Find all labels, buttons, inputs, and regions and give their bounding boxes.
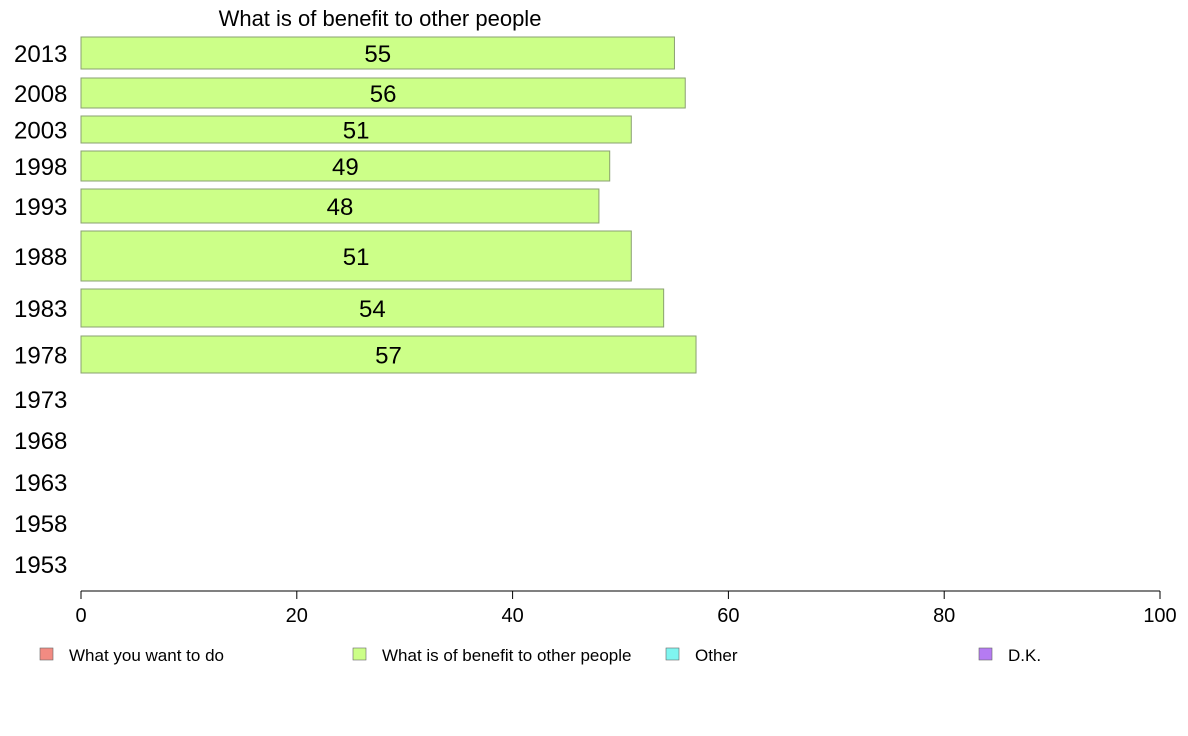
chart-title: What is of benefit to other people [219, 6, 542, 31]
category-label: 1993 [14, 194, 67, 221]
category-label: 1968 [14, 428, 67, 455]
legend-swatch [665, 647, 680, 661]
legend-label: D.K. [1008, 646, 1041, 665]
bar-value-label: 56 [370, 81, 397, 108]
x-tick-label: 40 [501, 605, 523, 627]
bar [80, 36, 675, 70]
x-tick-label: 20 [286, 605, 308, 627]
category-label: 1958 [14, 511, 67, 538]
bar-value-label: 51 [343, 244, 370, 271]
bar [80, 188, 600, 224]
category-label: 2008 [14, 81, 67, 108]
category-label: 2013 [14, 41, 67, 68]
bar [80, 115, 632, 144]
legend-label: What is of benefit to other people [382, 646, 632, 665]
category-label: 1983 [14, 296, 67, 323]
bar [80, 150, 611, 182]
category-label: 1973 [14, 387, 67, 414]
category-label: 1988 [14, 244, 67, 271]
bar [80, 335, 697, 374]
x-tick-label: 100 [1143, 605, 1176, 627]
x-tick-label: 80 [933, 605, 955, 627]
bar-value-label: 51 [343, 118, 370, 145]
bar-value-label: 55 [364, 41, 391, 68]
bar [80, 77, 686, 109]
bar-value-label: 48 [327, 194, 354, 221]
legend-label: Other [695, 646, 738, 665]
legend-swatch [352, 647, 367, 661]
legend: What you want to do What is of benefit to… [39, 646, 1041, 665]
legend-label: What you want to do [69, 646, 224, 665]
legend-swatch [39, 647, 54, 661]
bar-value-label: 49 [332, 154, 359, 181]
x-tick-label: 60 [717, 605, 739, 627]
category-label: 1963 [14, 470, 67, 497]
bar-value-label: 57 [375, 343, 402, 370]
x-tick-label: 0 [75, 605, 86, 627]
bar [80, 288, 665, 328]
category-label: 1978 [14, 343, 67, 370]
category-label: 1998 [14, 154, 67, 181]
bar-value-label: 54 [359, 296, 386, 323]
category-label: 2003 [14, 118, 67, 145]
category-label: 1953 [14, 552, 67, 579]
bar [80, 230, 632, 282]
category-labels: 2013 2008 2003 1998 1993 1988 1983 1978 1973 1968… [14, 41, 67, 579]
legend-swatch [978, 647, 993, 661]
x-axis: 0 20 40 60 80 100 [75, 590, 1177, 627]
